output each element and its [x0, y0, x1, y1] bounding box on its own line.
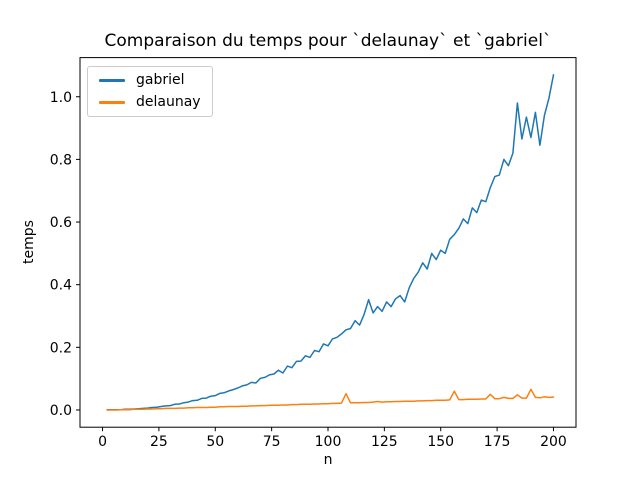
x-tick-label: 0 — [98, 434, 107, 450]
x-tick-label: 125 — [371, 434, 398, 450]
y-tick-label: 0.2 — [50, 340, 72, 356]
y-tick-label: 0.0 — [50, 403, 72, 419]
legend-label-delaunay: delaunay — [136, 94, 201, 110]
legend-item-delaunay: delaunay — [99, 94, 201, 111]
x-tick-label: 100 — [315, 434, 342, 450]
x-tick-label: 150 — [427, 434, 454, 450]
x-tick-label: 75 — [263, 434, 281, 450]
chart-title: Comparaison du temps pour `delaunay` et … — [104, 31, 552, 51]
x-axis-label: n — [323, 452, 333, 468]
legend-item-gabriel: gabriel — [99, 72, 201, 89]
y-tick-label: 0.6 — [50, 215, 72, 231]
x-tick-label: 200 — [540, 434, 567, 450]
series-line-delaunay — [106, 388, 555, 411]
x-tick-label: 25 — [150, 434, 168, 450]
y-axis-label: temps — [21, 220, 37, 264]
delaunay-line-swatch — [99, 101, 125, 104]
legend: gabriel delaunay — [87, 66, 213, 117]
y-tick-label: 1.0 — [50, 90, 72, 106]
series-line-gabriel — [106, 74, 555, 411]
x-tick-label: 175 — [484, 434, 511, 450]
y-tick-label: 0.4 — [50, 278, 72, 294]
x-tick-label: 50 — [206, 434, 224, 450]
legend-label-gabriel: gabriel — [136, 72, 185, 88]
y-tick-label: 0.8 — [50, 152, 72, 168]
gabriel-line-swatch — [99, 79, 125, 82]
